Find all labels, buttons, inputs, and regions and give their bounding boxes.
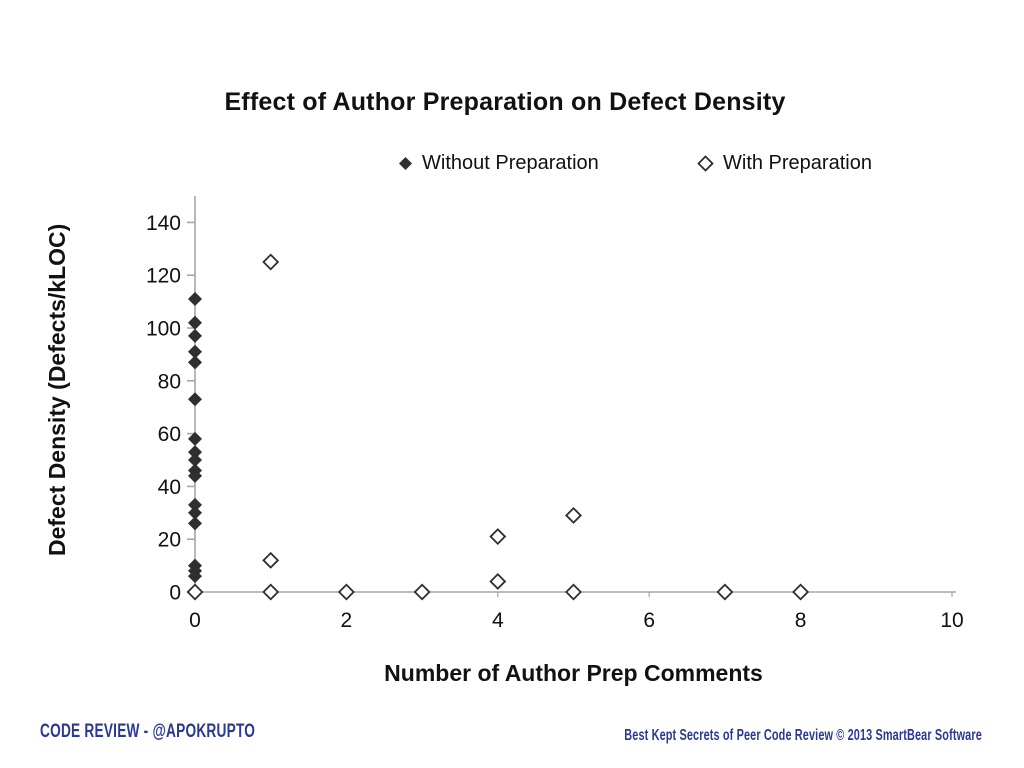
y-axis-tick-label: 140 [146,212,181,235]
data-point-with-preparation [262,551,280,569]
x-axis-tick-label: 2 [341,609,353,632]
y-axis-tick-label: 20 [158,529,181,552]
x-axis-tick-label: 10 [940,609,963,632]
hollow-diamond-icon [697,155,714,172]
y-axis-tick-label: 60 [158,423,181,446]
data-point-with-preparation [186,583,204,601]
x-axis-tick-label: 6 [643,609,655,632]
y-axis-tick-label: 100 [146,318,181,341]
data-point-without-preparation [187,516,203,531]
data-point-with-preparation [792,583,810,601]
data-point-without-preparation [187,355,203,370]
y-axis-tick-label: 0 [169,582,181,605]
legend-item-with-preparation: With Preparation [697,152,872,175]
data-point-without-preparation [187,468,203,483]
y-axis-tick-label: 40 [158,476,181,499]
data-point-with-preparation [716,583,734,601]
data-point-with-preparation [565,506,582,524]
legend-label-with-preparation: With Preparation [723,152,872,174]
data-point-with-preparation [489,528,507,546]
chart-title: Effect of Author Preparation on Defect D… [224,88,786,116]
y-axis-tick-label: 120 [146,265,181,288]
x-axis-tick-label: 8 [795,609,807,632]
data-point-with-preparation [565,583,582,601]
legend-item-without-preparation: Without Preparation [398,152,599,175]
data-point-without-preparation [187,291,203,306]
filled-diamond-icon [399,157,412,170]
x-axis-tick-label: 4 [492,609,504,632]
data-point-without-preparation [187,315,203,330]
footer-right-text: Best Kept Secrets of Peer Code Review © … [624,727,982,744]
footer-left-text: CODE REVIEW - @APOKRUPTO [40,721,256,742]
y-axis-tick-label: 80 [158,370,181,393]
x-axis-title: Number of Author Prep Comments [384,660,763,686]
data-point-without-preparation [187,392,203,407]
x-axis-tick-label: 0 [189,609,201,632]
data-point-without-preparation [187,431,203,446]
data-point-with-preparation [337,583,355,601]
data-point-with-preparation [262,253,280,271]
data-point-without-preparation [187,569,203,584]
data-point-with-preparation [413,583,431,601]
data-point-with-preparation [262,583,280,601]
data-point-with-preparation [489,572,507,590]
legend-label-without-preparation: Without Preparation [422,152,599,174]
data-point-without-preparation [187,328,203,343]
